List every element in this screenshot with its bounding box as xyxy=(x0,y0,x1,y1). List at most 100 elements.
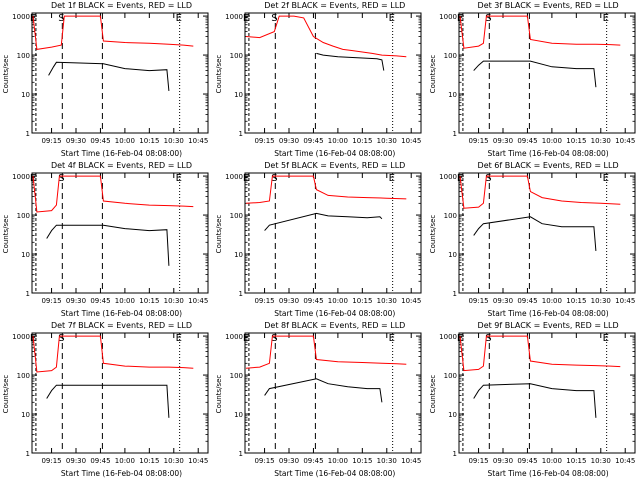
y-tick-label: 100 xyxy=(230,372,243,380)
x-tick-label: 10:00 xyxy=(328,457,348,465)
x-tick-label: 10:30 xyxy=(164,457,184,465)
plot-area: 1 10 100 1000 09:15 09:30 09:45 10:00 10:15 10:30… xyxy=(12,12,209,145)
y-tick-label: 1 xyxy=(239,290,243,298)
event-rate-line xyxy=(46,224,170,266)
interval-marker-label: E xyxy=(176,333,182,344)
panel-title: Det 4f BLACK = Events, RED = LLD xyxy=(50,161,193,170)
detector-panel-4: Det 4f BLACK = Events, RED = LLD Start Ti… xyxy=(0,160,213,320)
y-tick-label: 10 xyxy=(448,251,457,259)
plot-area: 1 10 100 1000 09:15 09:30 09:45 10:00 10:15 10:30… xyxy=(439,172,636,305)
x-axis-label: Start Time (16-Feb-04 08:08:00) xyxy=(60,469,183,478)
x-tick-label: 10:45 xyxy=(401,297,421,305)
detector-panel-9: Det 9f BLACK = Events, RED = LLD Start Ti… xyxy=(427,320,640,480)
y-tick-label: 10 xyxy=(234,251,243,259)
interval-marker-label: E xyxy=(176,13,182,24)
x-tick-label: 09:45 xyxy=(517,137,537,145)
y-tick-label: 1 xyxy=(452,290,456,298)
lld-rate-line xyxy=(32,15,194,50)
plot-area: 1 10 100 1000 09:15 09:30 09:45 10:00 10:15 10:30… xyxy=(12,332,209,465)
x-tick-label: 10:30 xyxy=(164,297,184,305)
interval-marker-label: E xyxy=(176,173,182,184)
x-tick-label: 09:15 xyxy=(41,457,61,465)
x-tick-label: 10:45 xyxy=(401,137,421,145)
x-tick-label: 10:45 xyxy=(615,137,635,145)
x-tick-label: 10:45 xyxy=(615,457,635,465)
panel-title: Det 3f BLACK = Events, RED = LLD xyxy=(477,1,619,10)
y-tick-label: 100 xyxy=(17,372,30,380)
x-tick-label: 09:15 xyxy=(468,457,488,465)
x-tick-label: 10:00 xyxy=(541,457,561,465)
detector-panel-3: Det 3f BLACK = Events, RED = LLD Start Ti… xyxy=(427,0,640,160)
x-tick-label: 10:00 xyxy=(328,137,348,145)
x-tick-label: 09:15 xyxy=(41,297,61,305)
x-axis-label: Start Time (16-Feb-04 08:08:00) xyxy=(274,149,396,158)
lld-rate-line xyxy=(459,15,620,49)
x-tick-label: 10:00 xyxy=(115,137,135,145)
interval-marker-label: S xyxy=(58,333,64,344)
x-tick-label: 10:00 xyxy=(541,137,561,145)
detector-panel-8: Det 8f BLACK = Events, RED = LLD Start Ti… xyxy=(213,320,426,480)
y-tick-label: 100 xyxy=(443,372,456,380)
interval-marker-label: E xyxy=(602,13,608,24)
event-rate-line xyxy=(472,216,596,251)
interval-marker-label: E xyxy=(389,13,395,24)
x-tick-label: 09:45 xyxy=(517,457,537,465)
y-tick-label: 10 xyxy=(21,251,30,259)
x-tick-label: 09:30 xyxy=(493,137,513,145)
y-tick-label: 1 xyxy=(452,450,456,458)
interval-marker-label: S xyxy=(272,13,278,24)
x-tick-label: 10:45 xyxy=(401,457,421,465)
event-rate-line xyxy=(264,378,383,403)
x-tick-label: 09:45 xyxy=(90,137,110,145)
y-tick-label: 100 xyxy=(443,212,456,220)
event-rate-line xyxy=(472,383,596,418)
detector-panel-2: Det 2f BLACK = Events, RED = LLD Start Ti… xyxy=(213,0,426,160)
x-axis-label: Start Time (16-Feb-04 08:08:00) xyxy=(487,149,609,158)
x-tick-label: 10:15 xyxy=(139,457,159,465)
lld-rate-line xyxy=(32,335,194,373)
interval-marker-label: S xyxy=(485,333,491,344)
x-tick-label: 10:30 xyxy=(377,457,397,465)
x-axis-label: Start Time (16-Feb-04 08:08:00) xyxy=(60,149,183,158)
interval-marker-label: E xyxy=(602,173,608,184)
panel-title: Det 2f BLACK = Events, RED = LLD xyxy=(264,1,406,10)
interval-marker-label: E xyxy=(243,13,249,24)
interval-marker-label: S xyxy=(272,333,278,344)
panel-title: Det 9f BLACK = Events, RED = LLD xyxy=(477,321,619,330)
y-tick-label: 1 xyxy=(26,290,30,298)
plot-frame xyxy=(31,332,209,454)
x-tick-label: 09:45 xyxy=(304,137,324,145)
x-tick-label: 10:30 xyxy=(590,137,610,145)
y-tick-label: 1000 xyxy=(12,333,30,341)
x-axis-label: Start Time (16-Feb-04 08:08:00) xyxy=(487,309,609,318)
y-tick-label: 1000 xyxy=(225,13,243,21)
interval-marker-label: E xyxy=(389,333,395,344)
interval-marker-label: E xyxy=(602,333,608,344)
y-tick-label: 100 xyxy=(17,52,30,60)
panel-title: Det 6f BLACK = Events, RED = LLD xyxy=(477,161,619,170)
y-tick-label: 1000 xyxy=(439,173,457,181)
y-tick-label: 1 xyxy=(26,450,30,458)
lld-rate-line xyxy=(246,175,407,204)
x-tick-label: 09:30 xyxy=(279,137,299,145)
y-tick-label: 1 xyxy=(239,450,243,458)
plot-area: 1 10 100 1000 09:15 09:30 09:45 10:00 10:15 10:30… xyxy=(439,332,636,465)
lld-rate-line xyxy=(32,175,194,213)
y-tick-label: 10 xyxy=(448,91,457,99)
event-rate-line xyxy=(46,384,170,418)
x-tick-label: 10:30 xyxy=(164,137,184,145)
lld-rate-line xyxy=(246,15,407,58)
y-tick-label: 10 xyxy=(448,411,457,419)
plot-frame xyxy=(244,332,422,454)
x-tick-label: 09:30 xyxy=(279,297,299,305)
x-tick-label: 09:15 xyxy=(255,297,275,305)
detector-panel-1: Det 1f BLACK = Events, RED = LLD Start Ti… xyxy=(0,0,213,160)
plot-frame xyxy=(458,12,636,134)
x-tick-label: 10:15 xyxy=(139,297,159,305)
x-tick-label: 10:45 xyxy=(188,457,208,465)
y-tick-label: 10 xyxy=(234,91,243,99)
x-axis-label: Start Time (16-Feb-04 08:08:00) xyxy=(487,469,609,478)
y-tick-label: 100 xyxy=(230,212,243,220)
x-tick-label: 09:45 xyxy=(90,457,110,465)
x-tick-label: 10:15 xyxy=(566,297,586,305)
